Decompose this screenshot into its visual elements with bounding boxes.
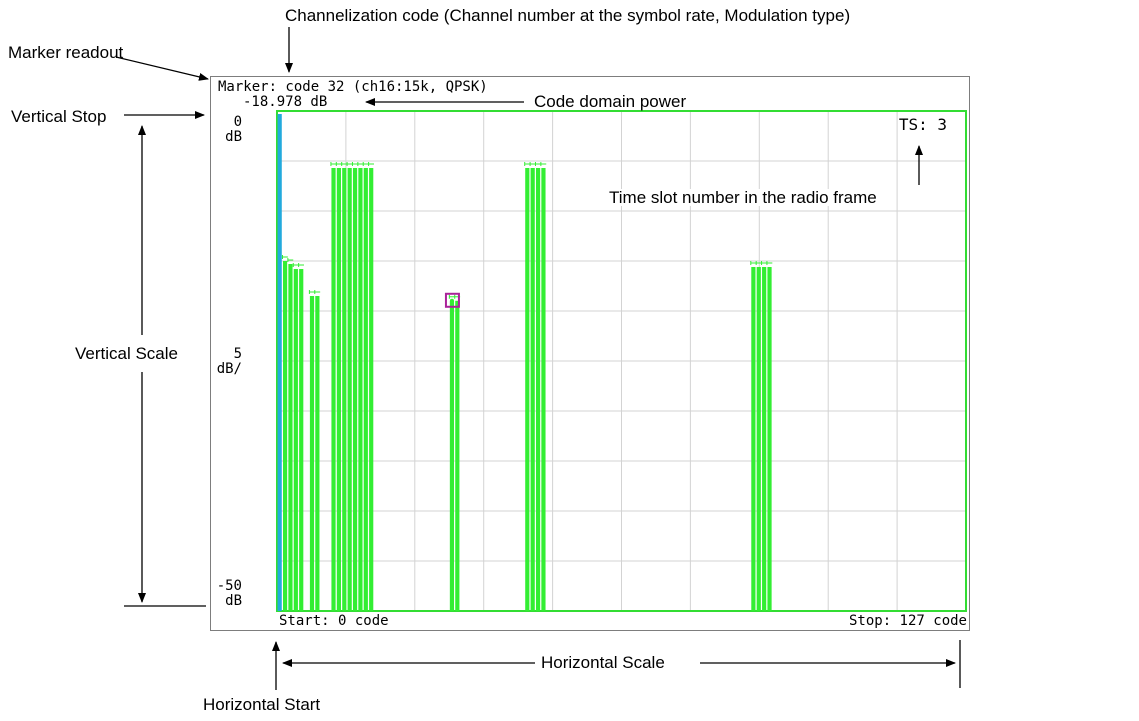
time-slot-number-callout: Time slot number in the radio frame <box>605 189 881 206</box>
code-bar <box>309 296 315 611</box>
code-bar <box>541 168 546 611</box>
code-bar <box>282 261 288 611</box>
marker-readout-arrow <box>115 56 209 81</box>
horizontal-start-label: Start: 0 code <box>279 613 389 629</box>
code-bar <box>288 264 293 611</box>
code-bar <box>369 168 374 611</box>
horizontal-scale-callout: Horizontal Scale <box>541 653 665 672</box>
plot-border <box>276 110 967 612</box>
horizontal-stop-label: Stop: 127 code <box>848 613 967 629</box>
code-bar <box>751 267 756 611</box>
vertical-bottom-value: -50 <box>216 578 242 594</box>
code-bar <box>352 168 358 611</box>
code-bar <box>449 300 455 611</box>
marker-power-value: -18.978 dB <box>243 94 328 110</box>
code-bar <box>525 168 530 611</box>
vertical-scale-value: 5 <box>233 346 242 362</box>
vertical-bottom-unit: dB <box>225 592 242 609</box>
marker-readout: Marker: code 32 (ch16:15k, QPSK) <box>218 79 488 95</box>
code-bar <box>347 168 352 611</box>
code-bar <box>342 168 347 611</box>
code-bar <box>277 114 282 611</box>
code-bar <box>535 168 541 611</box>
marker-square <box>444 292 460 308</box>
code-bar <box>756 267 761 611</box>
vertical-scale-label: 5 dB/ <box>202 347 242 376</box>
marker-readout-callout: Marker readout <box>8 43 124 62</box>
vertical-scale-unit: dB/ <box>216 360 242 377</box>
code-bar <box>358 168 363 611</box>
graticule <box>276 110 967 612</box>
marker-dot <box>449 298 454 303</box>
code-bar <box>530 168 535 611</box>
code-power-bars <box>277 114 773 611</box>
code-bar <box>293 269 298 611</box>
code-bar <box>455 300 460 611</box>
code-bar <box>336 168 341 611</box>
code-bar <box>762 267 767 611</box>
horizontal-start-callout: Horizontal Start <box>203 695 321 714</box>
vertical-stop-callout: Vertical Stop <box>11 107 107 126</box>
code-domain-power-callout: Code domain power <box>528 93 693 110</box>
code-bar <box>363 168 368 611</box>
code-bar <box>331 168 336 611</box>
vertical-bottom-label: -50 dB <box>202 579 242 608</box>
analyzer-screen: Marker: code 32 (ch16:15k, QPSK) -18.978… <box>210 76 970 631</box>
marker-box <box>444 292 460 308</box>
ts-label: TS: 3 <box>898 115 947 134</box>
vertical-stop-value: 0 <box>233 114 242 130</box>
code-bar <box>315 296 320 611</box>
code-bar <box>299 269 304 611</box>
callout-arrows <box>115 27 961 690</box>
vertical-scale-callout: Vertical Scale <box>75 344 178 363</box>
vertical-stop-label: 0 dB <box>202 115 242 144</box>
code-bar <box>767 267 772 611</box>
vertical-stop-unit: dB <box>225 128 242 145</box>
channelization-code-callout: Channelization code (Channel number at t… <box>285 6 851 25</box>
